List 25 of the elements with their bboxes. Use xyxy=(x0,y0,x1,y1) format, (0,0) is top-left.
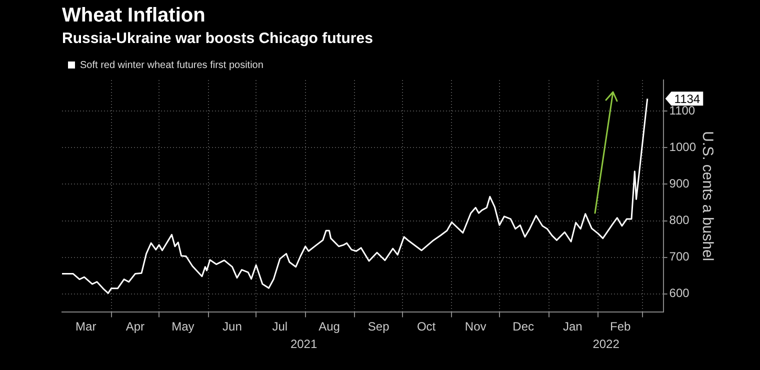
x-tick-label: May xyxy=(172,320,194,334)
y-tick-label: 1000 xyxy=(669,140,696,154)
annotation: 1134 xyxy=(674,92,700,106)
x2-tick-label: 2021 xyxy=(290,337,318,352)
y-tick-label: 700 xyxy=(669,250,690,264)
x-tick-label: Apr xyxy=(126,320,145,334)
x-tick-label: Dec xyxy=(512,320,534,334)
legend-label: Soft red winter wheat futures first position xyxy=(80,60,264,71)
x-tick-label: Feb xyxy=(610,320,632,334)
y-tick-label: 600 xyxy=(669,286,690,300)
x2-tick-label: 2022 xyxy=(592,337,620,352)
x-tick-label: Nov xyxy=(464,320,486,334)
y-tick-label: 900 xyxy=(669,176,690,191)
chart-title: Wheat Inflation xyxy=(62,4,206,27)
x-tick-label: Oct xyxy=(416,320,436,334)
chart-subtitle: Russia-Ukraine war boosts Chicago futures xyxy=(62,30,373,48)
x-tick-label: Jan xyxy=(562,320,582,334)
x-tick-label: Jun xyxy=(222,320,242,334)
x-tick-label: Jul xyxy=(272,320,288,334)
x-tick-label: Aug xyxy=(318,320,340,334)
y-tick-label: 800 xyxy=(669,213,690,228)
x-tick-label: Sep xyxy=(368,320,390,334)
x-tick-label: Mar xyxy=(76,320,96,334)
y-tick-label: 1100 xyxy=(669,103,696,118)
y-axis-title: U.S. cents a bushel xyxy=(698,131,716,262)
